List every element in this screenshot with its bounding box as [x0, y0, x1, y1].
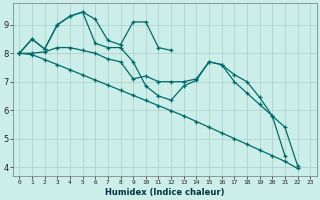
X-axis label: Humidex (Indice chaleur): Humidex (Indice chaleur)	[105, 188, 225, 197]
